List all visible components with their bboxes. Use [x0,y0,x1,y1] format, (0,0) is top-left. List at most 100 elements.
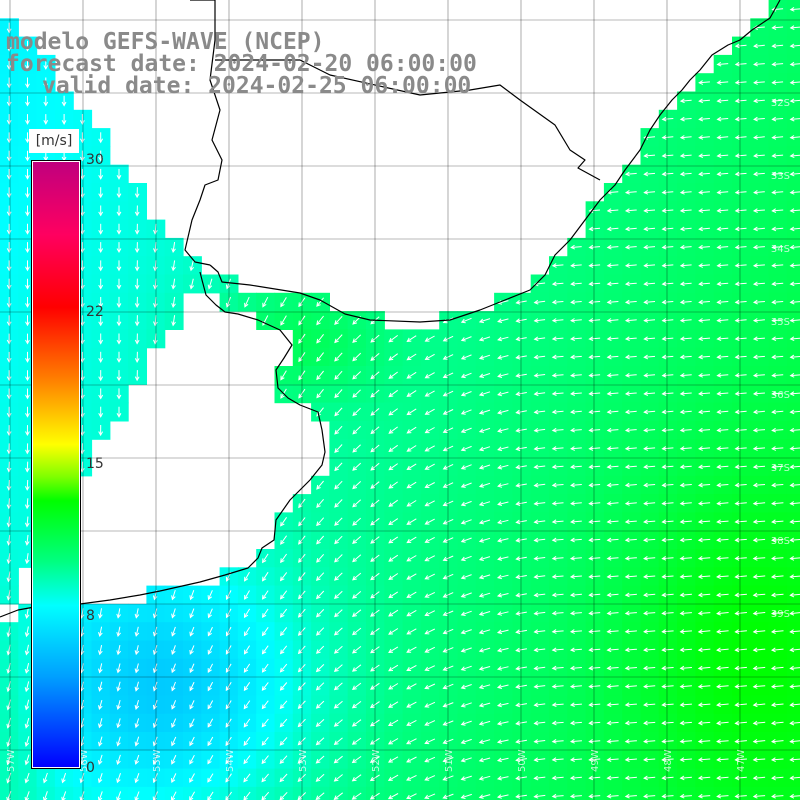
wind-arrow [697,775,711,781]
wind-arrow [716,409,729,415]
wind-arrow [333,664,343,672]
wind-arrow [679,153,692,159]
wind-arrow [25,223,30,235]
wind-speed-cell [0,786,19,800]
wind-arrow [24,498,30,510]
wind-arrow [515,519,527,525]
wind-arrow [624,629,637,634]
wind-arrow [569,629,582,634]
wind-arrow [679,281,692,287]
wind-arrow [497,538,509,543]
wind-arrow [24,736,30,748]
wind-arrow [442,427,454,433]
wind-arrow [171,589,176,601]
wind-arrow [624,592,637,598]
wind-arrow [442,390,454,397]
wind-arrow [171,608,176,619]
wind-arrow [734,537,747,543]
wind-arrow [478,629,491,635]
wind-arrow [661,501,674,506]
wind-arrow [570,263,582,268]
wind-arrow [116,681,121,692]
wind-arrow [606,318,619,323]
wind-arrow [588,299,601,305]
wind-arrow [98,351,104,363]
wind-arrow [533,739,546,744]
wind-arrow [624,720,637,726]
wind-arrow [753,135,765,140]
wind-arrow [624,738,637,744]
wind-arrow [261,682,269,691]
wind-arrow [244,296,250,308]
wind-arrow [734,116,747,122]
wind-arrow [171,791,177,800]
wind-arrow [734,738,747,744]
wind-arrow [460,409,472,415]
wind-arrow [24,534,30,546]
wind-arrow [207,718,214,728]
wind-arrow [388,646,399,653]
wind-arrow [679,775,692,781]
wind-arrow [716,281,729,287]
wind-arrow [606,263,619,268]
wind-arrow [388,664,399,672]
wind-arrow [442,757,454,763]
wind-arrow [606,482,619,488]
wind-arrow [679,793,692,799]
wind-arrow [606,354,619,360]
wind-arrow [478,318,491,324]
wind-arrow [279,773,288,783]
wind-arrow [98,187,104,199]
wind-arrow [515,354,527,360]
wind-arrow [315,590,325,600]
wind-arrow [98,168,104,180]
wind-arrow [515,336,527,342]
wind-arrow [533,665,546,671]
wind-arrow [79,278,85,290]
wind-arrow [569,610,582,616]
wind-arrow [171,663,176,674]
wind-arrow [661,135,674,140]
wind-arrow [734,555,747,561]
wind-arrow [79,114,85,125]
wind-arrow [134,187,140,199]
wind-arrow [698,318,711,323]
wind-arrow [698,446,711,451]
wind-arrow [43,77,49,89]
wind-arrow [61,95,67,107]
wind-arrow [279,755,288,764]
wind-arrow [734,519,747,525]
wind-arrow [771,281,784,287]
wind-arrow [752,793,766,799]
wind-arrow [661,665,674,671]
wind-arrow [643,281,656,287]
wind-arrow [570,482,582,488]
wind-arrow [661,592,674,598]
wind-arrow [25,351,30,363]
wind-arrow [551,446,564,451]
lat-label: 36S [771,390,790,401]
wind-arrow [98,370,104,382]
wind-arrow [588,592,601,598]
wind-arrow [752,647,766,653]
wind-arrow [624,171,637,177]
wind-arrow [753,61,765,67]
wind-arrow [98,150,104,162]
wind-arrow [460,427,472,433]
wind-arrow [334,554,343,563]
wind-arrow [716,684,729,689]
wind-arrow [24,553,30,565]
wind-arrow [533,519,546,525]
wind-arrow [388,591,399,599]
lon-label: 51W [444,749,455,772]
wind-arrow [515,537,527,543]
wind-arrow [334,389,343,399]
wind-arrow [116,187,122,199]
wind-arrow [406,793,417,800]
wind-arrow [716,208,729,213]
wind-arrow [624,427,637,433]
wind-arrow [771,299,784,305]
wind-arrow [661,757,674,762]
wind-arrow [6,187,12,199]
wind-speed-cell [36,786,56,800]
